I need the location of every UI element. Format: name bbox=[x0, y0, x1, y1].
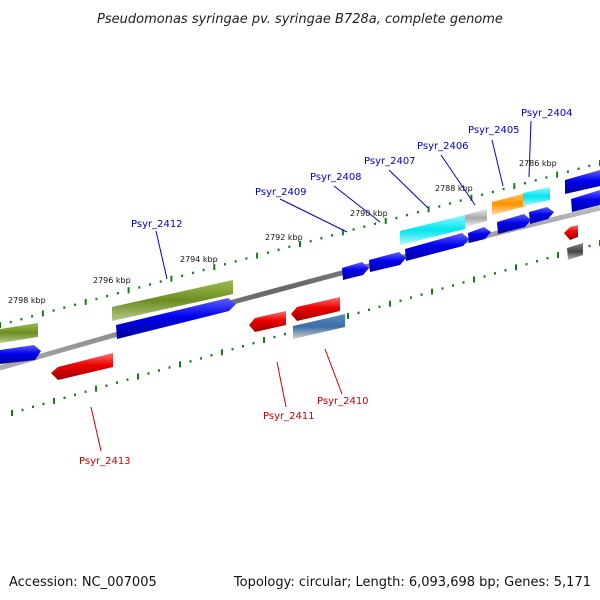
cds-forward-left[interactable] bbox=[0, 345, 41, 364]
features-reverse-misc bbox=[293, 243, 583, 339]
label-psyr-2406[interactable]: Psyr_2406 bbox=[417, 141, 469, 152]
feature-psyr-2412-olive[interactable] bbox=[112, 280, 233, 321]
scale-label-2788: 2788 kbp bbox=[435, 184, 473, 193]
cds-reverse-right[interactable] bbox=[564, 225, 578, 240]
feature-orange[interactable] bbox=[492, 193, 526, 215]
label-psyr-2412[interactable]: Psyr_2412 bbox=[131, 219, 183, 230]
label-psyr-2405[interactable]: Psyr_2405 bbox=[468, 125, 520, 136]
cds-psyr-2413[interactable] bbox=[51, 353, 113, 380]
scale-label-2798: 2798 kbp bbox=[8, 296, 46, 305]
gene-labels: Psyr_2404 Psyr_2405 Psyr_2406 Psyr_2407 … bbox=[79, 108, 573, 467]
scale-label-2792: 2792 kbp bbox=[265, 233, 303, 242]
cds-psyr-2407[interactable] bbox=[405, 233, 469, 261]
map-title: Pseudomonas syringae pv. syringae B728a,… bbox=[97, 12, 503, 27]
scale-label-2794: 2794 kbp bbox=[180, 255, 218, 264]
label-psyr-2404[interactable]: Psyr_2404 bbox=[521, 108, 573, 119]
feature-forward-right-top[interactable] bbox=[565, 170, 600, 194]
genome-summary-text: Topology: circular; Length: 6,093,698 bp… bbox=[233, 575, 591, 590]
cds-forward-right[interactable] bbox=[571, 190, 600, 212]
label-psyr-2411[interactable]: Psyr_2411 bbox=[263, 411, 315, 422]
feature-cyan[interactable] bbox=[400, 215, 465, 245]
label-psyr-2409[interactable]: Psyr_2409 bbox=[255, 187, 307, 198]
label-psyr-2407[interactable]: Psyr_2407 bbox=[364, 156, 416, 167]
feature-psyr-2410-steel[interactable] bbox=[293, 314, 345, 339]
feature-gray-small[interactable] bbox=[465, 209, 487, 227]
scale-label-2796: 2796 kbp bbox=[93, 276, 131, 285]
scale-ticks-forward bbox=[0, 160, 600, 328]
features-forward-cds bbox=[0, 190, 600, 364]
label-psyr-2408[interactable]: Psyr_2408 bbox=[310, 172, 362, 183]
feature-olive-left[interactable] bbox=[0, 323, 38, 343]
cds-psyr-2405[interactable] bbox=[497, 214, 531, 234]
feature-dark-right[interactable] bbox=[567, 243, 583, 260]
cds-psyr-2409[interactable] bbox=[342, 262, 369, 280]
feature-sky[interactable] bbox=[523, 187, 550, 206]
leader-lines bbox=[90, 120, 532, 452]
cds-psyr-2404[interactable] bbox=[529, 207, 554, 224]
accession-text: Accession: NC_007005 bbox=[9, 575, 157, 590]
cds-psyr-2406[interactable] bbox=[468, 227, 491, 243]
label-psyr-2410[interactable]: Psyr_2410 bbox=[317, 396, 369, 407]
features-reverse-cds bbox=[51, 225, 578, 380]
cds-psyr-2410[interactable] bbox=[291, 297, 340, 321]
scale-label-2786: 2786 kbp bbox=[519, 159, 557, 168]
cds-psyr-2408[interactable] bbox=[369, 252, 406, 272]
cds-psyr-2411[interactable] bbox=[249, 311, 286, 332]
cds-psyr-2412[interactable] bbox=[116, 298, 236, 339]
features-forward-upper bbox=[0, 170, 600, 343]
genome-backbone bbox=[0, 205, 600, 371]
label-psyr-2413[interactable]: Psyr_2413 bbox=[79, 456, 131, 467]
